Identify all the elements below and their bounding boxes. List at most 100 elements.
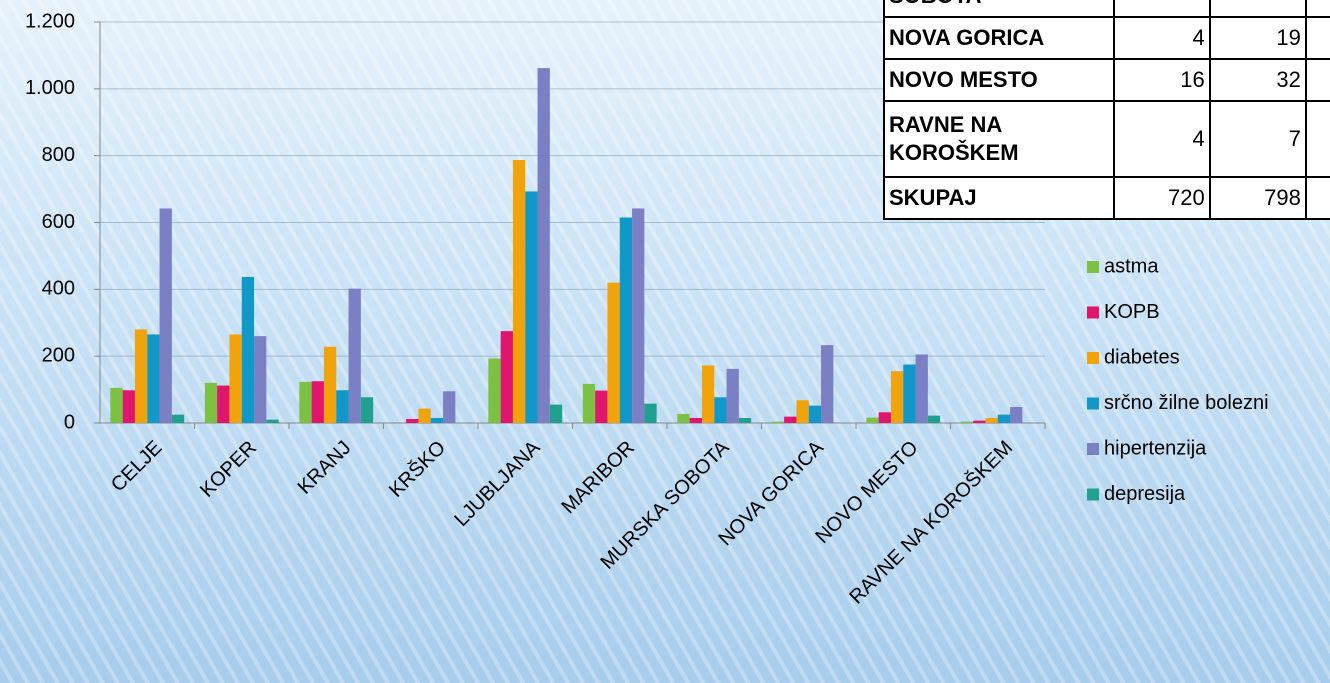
legend-label: hipertenzija: [1104, 437, 1207, 459]
bar: [582, 383, 596, 423]
bar: [537, 68, 550, 424]
bar: [134, 329, 148, 423]
table-cell: [1304, 0, 1330, 18]
bar: [714, 397, 727, 423]
bar: [903, 364, 916, 423]
y-tick-label: 1.000: [25, 77, 75, 99]
x-tick-label: KOPER: [196, 437, 261, 502]
row-label: SKUPAJ: [883, 176, 1115, 220]
table-cell: 4: [1112, 100, 1211, 178]
bar: [418, 408, 431, 423]
table-cell: 798: [1208, 176, 1307, 220]
table-cell: 1: [1304, 58, 1330, 102]
table-cell: 720: [1112, 176, 1211, 220]
bar: [266, 419, 279, 423]
legend-swatch: [1087, 352, 1099, 364]
bar: [229, 334, 242, 423]
x-tick-label: CELJE: [107, 437, 167, 497]
table-cell: [1208, 0, 1307, 18]
bar: [821, 345, 834, 423]
row-label: NOVA GORICA: [883, 16, 1115, 60]
bar: [360, 397, 374, 423]
bar: [147, 334, 160, 423]
table-cell: 2.4: [1304, 176, 1330, 220]
bar: [985, 417, 998, 423]
row-label: SOBOTA: [883, 0, 1115, 18]
bar: [217, 385, 230, 423]
bar: [241, 276, 255, 423]
bar: [738, 417, 752, 423]
bar: [808, 405, 822, 423]
bar: [632, 208, 645, 423]
legend-label: diabetes: [1104, 346, 1180, 368]
bar: [488, 358, 501, 423]
legend-label: srčno žilne bolezni: [1104, 392, 1269, 414]
legend-swatch: [1087, 397, 1099, 410]
bar: [997, 414, 1011, 423]
bar: [204, 382, 218, 423]
bar: [525, 191, 538, 423]
y-tick-label: 1.200: [25, 10, 75, 32]
legend-label: KOPB: [1104, 301, 1160, 323]
legend-label: astma: [1104, 255, 1159, 277]
bar: [973, 420, 986, 423]
table-row: SOBOTA: [883, 0, 1330, 18]
bar: [607, 282, 620, 423]
bar: [595, 390, 608, 423]
bar: [171, 414, 185, 423]
legend-swatch: [1087, 306, 1099, 319]
bar: [254, 336, 267, 423]
table-row: RAVNE NA KOROŠKEM 4 7: [883, 100, 1330, 178]
y-tick-label: 800: [42, 144, 75, 166]
bar: [878, 412, 891, 423]
row-label: RAVNE NA KOROŠKEM: [883, 100, 1115, 178]
bar: [159, 208, 172, 423]
y-tick-label: 200: [42, 344, 75, 366]
table-cell: 19: [1208, 16, 1307, 60]
y-tick-label: 600: [42, 211, 75, 233]
bar: [960, 421, 974, 423]
bar: [299, 381, 312, 423]
bar: [771, 421, 785, 423]
bar: [443, 391, 456, 423]
y-tick-label: 0: [64, 411, 75, 433]
bar: [110, 387, 123, 423]
table-cell: 16: [1112, 58, 1211, 102]
table-cell: 7: [1208, 100, 1307, 178]
bar: [122, 390, 135, 423]
bar: [323, 346, 337, 423]
bar: [549, 404, 563, 423]
table-cell: [1304, 16, 1330, 60]
row-label: NOVO MESTO: [883, 58, 1115, 102]
bar: [796, 400, 809, 423]
bar: [348, 288, 361, 423]
bar: [644, 403, 657, 423]
bar: [311, 381, 324, 423]
x-tick-label: MARIBOR: [557, 437, 639, 519]
bar: [927, 415, 941, 423]
bar: [866, 417, 879, 423]
table-cell: 4: [1112, 16, 1211, 60]
bar: [701, 365, 715, 423]
bar: [512, 160, 526, 423]
x-tick-label: KRANJ: [294, 437, 356, 499]
x-tick-label: RAVNE NA KOROŠKEM: [845, 436, 1017, 608]
bar: [430, 417, 444, 423]
bar: [336, 390, 349, 423]
bar: [406, 418, 419, 423]
table-cell: [1304, 100, 1330, 178]
y-tick-label: 400: [42, 278, 75, 300]
table-cell: 32: [1208, 58, 1307, 102]
table-cell: [1112, 0, 1211, 18]
bar: [619, 217, 633, 423]
bar: [784, 416, 797, 423]
legend-label: depresija: [1104, 483, 1186, 505]
legend-swatch: [1087, 488, 1099, 501]
table-row: NOVO MESTO16321: [883, 58, 1330, 102]
legend-swatch: [1087, 443, 1099, 455]
bar: [689, 417, 702, 423]
